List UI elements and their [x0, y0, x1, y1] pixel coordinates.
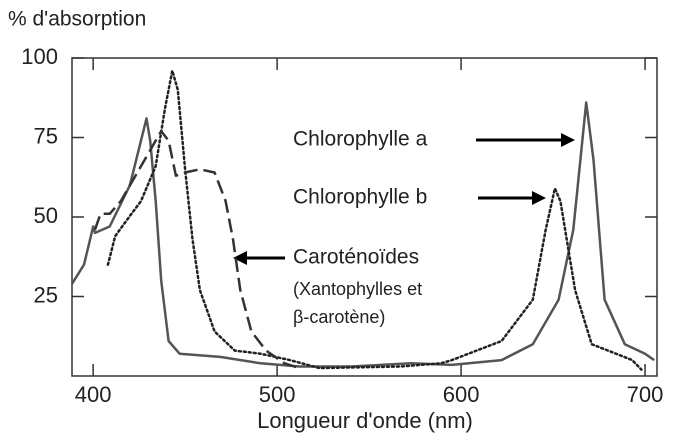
series-line	[70, 101, 655, 368]
annotation: Chlorophylle b	[293, 186, 427, 209]
arrow-head	[532, 191, 546, 205]
x-tick-label: 700	[627, 382, 664, 407]
x-axis-label: Longueur d'onde (nm)	[257, 408, 473, 433]
annotation: Caroténoïdes	[293, 246, 419, 269]
x-tick-label: 400	[75, 382, 112, 407]
x-tick-label: 600	[443, 382, 480, 407]
annotation: β-carotène)	[293, 307, 385, 327]
arrow-head	[561, 133, 575, 147]
y-tick-label: 100	[21, 44, 58, 69]
y-tick-label: 75	[34, 123, 58, 148]
x-tick-label: 500	[259, 382, 296, 407]
series-line	[93, 129, 300, 370]
annotation: (Xantophylles et	[293, 279, 422, 299]
series-line	[106, 69, 643, 371]
arrow-head	[233, 251, 247, 265]
y-tick-label: 50	[34, 203, 58, 228]
annotation: Chlorophylle a	[293, 128, 428, 151]
y-tick-label: 25	[34, 282, 58, 307]
plot-frame	[71, 57, 658, 377]
y-axis-label: % d'absorption	[8, 8, 146, 31]
